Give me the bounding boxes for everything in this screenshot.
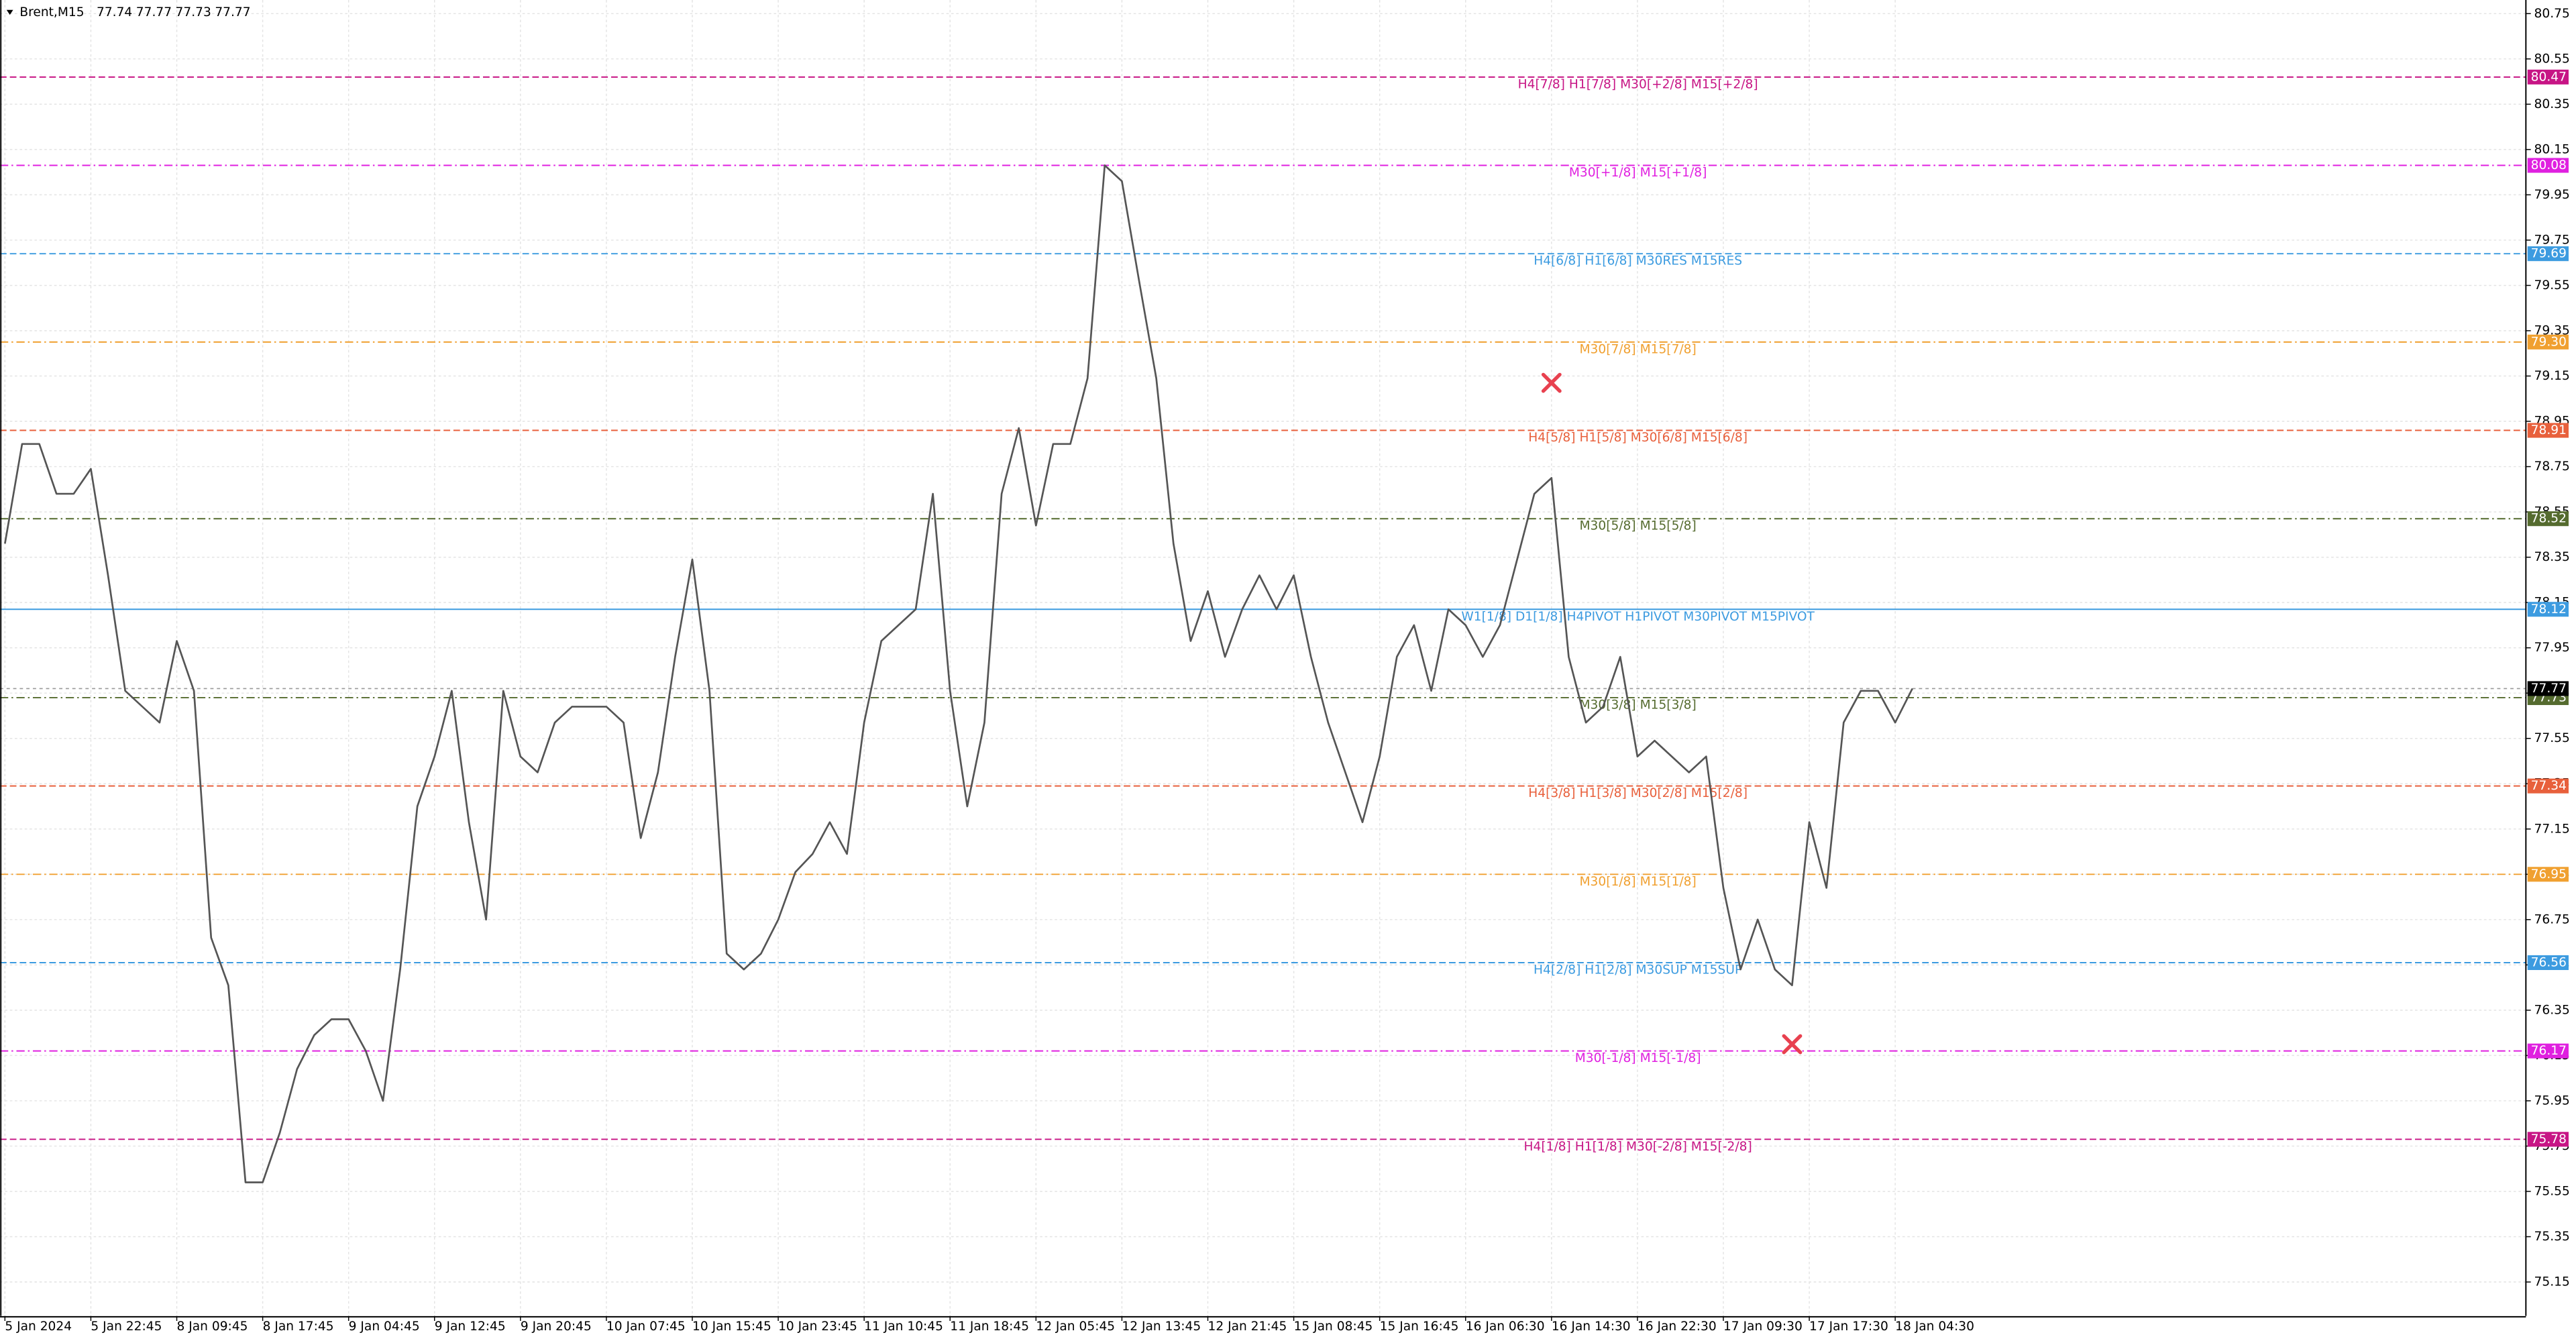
- y-tick-label: 76.35: [2534, 1003, 2570, 1017]
- price-tag-label: 77.34: [2531, 779, 2567, 793]
- price-tag: [2527, 511, 2569, 527]
- level-label: M30[+1/8] M15[+1/8]: [1569, 166, 1707, 180]
- x-tick-label: 12 Jan 13:45: [1122, 1320, 1201, 1334]
- grid-layer: [0, 0, 2526, 1316]
- price-layer: [4, 164, 1913, 1183]
- x-tick-label: 16 Jan 06:30: [1466, 1320, 1545, 1334]
- current-price-label: 77.77: [2531, 682, 2567, 696]
- price-tag: [2527, 955, 2569, 970]
- x-tick-label: 16 Jan 14:30: [1552, 1320, 1631, 1334]
- x-tick-label: 11 Jan 18:45: [950, 1320, 1029, 1334]
- x-tick-label: 18 Jan 04:30: [1895, 1320, 1974, 1334]
- x-tick-label: 8 Jan 09:45: [177, 1320, 248, 1334]
- price-tag: [2527, 423, 2569, 438]
- price-tag: [2527, 158, 2569, 173]
- y-tick-label: 79.15: [2534, 369, 2570, 383]
- y-tick-label: 75.55: [2534, 1184, 2570, 1198]
- current-price-tag: [2527, 681, 2569, 696]
- price-tag: [2527, 334, 2569, 350]
- price-tag-label: 76.17: [2531, 1044, 2567, 1058]
- price-tag: [2527, 69, 2569, 85]
- level-label: M30[1/8] M15[1/8]: [1579, 875, 1696, 889]
- level-label: H4[2/8] H1[2/8] M30SUP M15SUP: [1534, 963, 1742, 977]
- ohlc-value: 77.73: [176, 5, 211, 19]
- level-label: H4[1/8] H1[1/8] M30[-2/8] M15[-2/8]: [1524, 1140, 1752, 1154]
- price-line: [4, 164, 1913, 1183]
- y-tick-label: 80.75: [2534, 7, 2570, 21]
- y-tick-label: 80.15: [2534, 142, 2570, 156]
- level-label: H4[3/8] H1[3/8] M30[2/8] M15[2/8]: [1528, 786, 1748, 800]
- level-label: M30[7/8] M15[7/8]: [1579, 342, 1696, 356]
- x-tick-label: 17 Jan 17:30: [1809, 1320, 1888, 1334]
- x-tick-label: 17 Jan 09:30: [1723, 1320, 1803, 1334]
- price-tag-label: 75.78: [2531, 1132, 2567, 1146]
- price-tag-label: 80.08: [2531, 158, 2567, 172]
- x-tick-label: 12 Jan 21:45: [1208, 1320, 1287, 1334]
- menu-arrow: [6, 9, 13, 15]
- y-tick-label: 79.55: [2534, 278, 2570, 292]
- price-tag: [2527, 778, 2569, 794]
- ohlc-value: 77.77: [136, 5, 172, 19]
- x-tick-label: 10 Jan 07:45: [606, 1320, 686, 1334]
- x-tick-label: 9 Jan 20:45: [521, 1320, 592, 1334]
- y-tick-label: 80.55: [2534, 52, 2570, 66]
- level-label: W1[1/8] D1[1/8] H4PIVOT H1PIVOT M30PIVOT…: [1461, 610, 1815, 624]
- y-tick-label: 76.75: [2534, 912, 2570, 926]
- price-tag-label: 79.30: [2531, 335, 2567, 349]
- x-tick-label: 5 Jan 22:45: [91, 1320, 162, 1334]
- x-tick-label: 10 Jan 15:45: [692, 1320, 771, 1334]
- x-tick-label: 15 Jan 16:45: [1380, 1320, 1459, 1334]
- price-tag-label: 78.52: [2531, 512, 2567, 526]
- level-label: M30[3/8] M15[3/8]: [1579, 698, 1696, 712]
- y-tick-label: 77.95: [2534, 641, 2570, 655]
- level-label: M30[-1/8] M15[-1/8]: [1575, 1051, 1701, 1065]
- y-tick-label: 79.75: [2534, 233, 2570, 247]
- signal-marker: [1541, 372, 1562, 393]
- price-tag: [2527, 1132, 2569, 1147]
- y-tick-label: 75.15: [2534, 1275, 2570, 1289]
- ohlc-value: 77.74: [97, 5, 132, 19]
- y-tick-label: 80.35: [2534, 97, 2570, 111]
- x-tick-label: 9 Jan 04:45: [349, 1320, 420, 1334]
- symbol-label: Brent,M15: [19, 5, 84, 19]
- signal-marker: [1782, 1034, 1803, 1055]
- y-tick-label: 78.75: [2534, 460, 2570, 474]
- x-tick-label: 16 Jan 22:30: [1638, 1320, 1717, 1334]
- x-tick-label: 15 Jan 08:45: [1294, 1320, 1373, 1334]
- y-tick-label: 78.35: [2534, 550, 2570, 564]
- y-tick-label: 79.95: [2534, 188, 2570, 202]
- price-tag-label: 79.69: [2531, 247, 2567, 261]
- price-tag-label: 80.47: [2531, 70, 2567, 84]
- level-label: H4[7/8] H1[7/8] M30[+2/8] M15[+2/8]: [1518, 77, 1758, 91]
- level-label: H4[5/8] H1[5/8] M30[6/8] M15[6/8]: [1528, 431, 1748, 445]
- price-tag-label: 76.56: [2531, 955, 2567, 969]
- price-tag: [2527, 602, 2569, 617]
- ohlc-value: 77.77: [215, 5, 250, 19]
- price-tag-label: 76.95: [2531, 867, 2567, 881]
- chart-header: Brent,M15 77.74 77.77 77.73 77.77: [6, 5, 251, 19]
- price-tag-label: 78.91: [2531, 423, 2567, 437]
- level-label: M30[5/8] M15[5/8]: [1579, 519, 1696, 533]
- price-tag-label: 78.12: [2531, 602, 2567, 617]
- x-tick-label: 9 Jan 12:45: [435, 1320, 506, 1334]
- y-tick-label: 79.35: [2534, 323, 2570, 337]
- y-tick-label: 75.35: [2534, 1230, 2570, 1244]
- y-tick-label: 77.15: [2534, 822, 2570, 836]
- price-tag: [2527, 246, 2569, 262]
- y-tick-label: 75.95: [2534, 1093, 2570, 1108]
- x-tick-label: 11 Jan 10:45: [864, 1320, 943, 1334]
- price-tag: [2527, 1043, 2569, 1059]
- level-layer: H4[7/8] H1[7/8] M30[+2/8] M15[+2/8] M30[+…: [0, 76, 2526, 1154]
- y-tick-label: 77.55: [2534, 731, 2570, 745]
- x-tick-label: 8 Jan 17:45: [263, 1320, 334, 1334]
- x-tick-label: 5 Jan 2024: [5, 1320, 72, 1334]
- price-tag: [2527, 867, 2569, 882]
- level-label: H4[6/8] H1[6/8] M30RES M15RES: [1534, 254, 1742, 268]
- x-tick-label: 10 Jan 23:45: [778, 1320, 857, 1334]
- x-tick-label: 12 Jan 05:45: [1036, 1320, 1115, 1334]
